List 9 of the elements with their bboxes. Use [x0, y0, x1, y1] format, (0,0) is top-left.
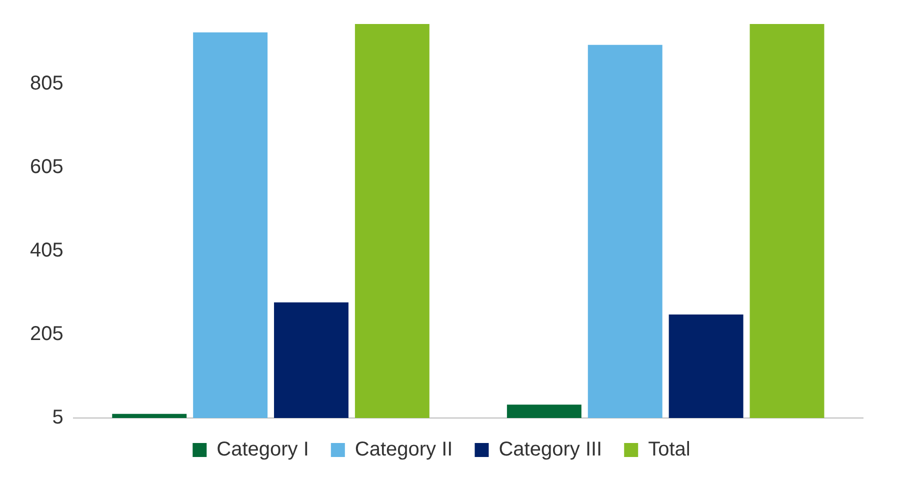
y-tick-label: 5: [52, 406, 64, 429]
legend-label: Category II: [354, 438, 453, 461]
legend-label: Category III: [498, 438, 602, 461]
legend-label: Category I: [216, 438, 309, 461]
y-tick-label: 405: [30, 240, 64, 262]
y-tick-label: 605: [30, 156, 64, 178]
y-tick-label: 805: [30, 72, 64, 95]
legend-label: Total: [648, 438, 690, 461]
y-tick-label: 205: [30, 323, 64, 346]
